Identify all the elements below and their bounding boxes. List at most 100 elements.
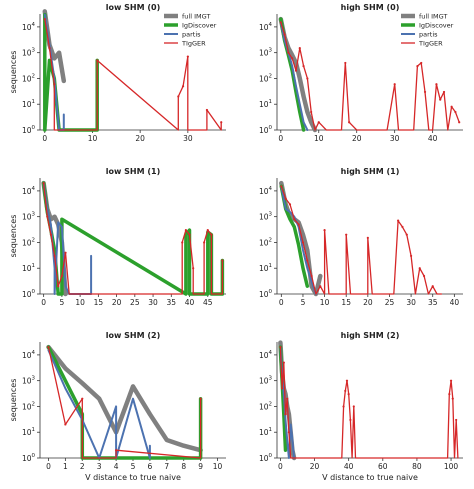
data-point bbox=[48, 47, 51, 50]
data-point bbox=[405, 233, 408, 236]
x-tick-label: 6 bbox=[148, 462, 153, 471]
y-axis-label: sequences bbox=[9, 51, 18, 94]
y-tick-label: 103 bbox=[259, 48, 273, 58]
data-point bbox=[206, 229, 209, 232]
data-point bbox=[284, 197, 287, 200]
x-tick-label: 0 bbox=[41, 298, 46, 307]
x-tick-label: 10 bbox=[88, 134, 98, 143]
y-tick-label: 103 bbox=[259, 212, 273, 222]
data-point bbox=[448, 393, 451, 396]
data-point bbox=[451, 397, 454, 400]
data-point bbox=[114, 449, 118, 452]
data-point bbox=[302, 65, 305, 68]
y-tick-label: 103 bbox=[22, 48, 36, 58]
x-tick-label: 25 bbox=[130, 298, 140, 307]
x-tick-label: 20 bbox=[363, 298, 373, 307]
legend-label: IgDiscover bbox=[182, 22, 217, 30]
chart-title: low SHM (0) bbox=[106, 3, 161, 12]
y-tick-label: 104 bbox=[259, 186, 273, 196]
series-line-tigger bbox=[279, 346, 459, 459]
legend-label: TIgGER bbox=[418, 40, 443, 48]
data-point bbox=[291, 57, 294, 60]
data-point bbox=[47, 346, 50, 349]
y-axis-label: sequences bbox=[9, 379, 18, 422]
chart-title: high SHM (1) bbox=[341, 167, 400, 176]
x-tick-label: 20 bbox=[135, 134, 145, 143]
y-tick-label: 104 bbox=[22, 186, 36, 196]
x-tick-label: 40 bbox=[344, 462, 354, 471]
legend-label: TIgGER bbox=[181, 40, 206, 48]
panel-high-shm-1: high SHM (1) 100 101 102 103 104 0 5 10 15 20 25 30 3… bbox=[259, 167, 463, 307]
x-tick-label: 0 bbox=[46, 462, 51, 471]
x-tick-label: 45 bbox=[203, 298, 213, 307]
data-point bbox=[282, 361, 285, 364]
x-tick-label: 15 bbox=[94, 298, 104, 307]
data-point bbox=[416, 65, 419, 68]
x-tick-label: 0 bbox=[278, 462, 283, 471]
data-point bbox=[280, 185, 283, 188]
y-tick-label: 100 bbox=[259, 453, 273, 463]
panel-low-shm-2: low SHM (2) 100 101 102 103 104 0 1 2 3 4 5 6 7 8 9 10 se… bbox=[9, 331, 226, 482]
series-line-partis bbox=[47, 349, 151, 459]
x-tick-label: 2 bbox=[80, 462, 85, 471]
chart-title: low SHM (1) bbox=[106, 167, 161, 176]
x-tick-label: 5 bbox=[59, 298, 64, 307]
series-line-tigger bbox=[42, 182, 224, 295]
y-tick-label: 101 bbox=[22, 99, 35, 109]
x-tick-label: 15 bbox=[341, 298, 351, 307]
data-point bbox=[177, 95, 180, 98]
series-line-full-imgt bbox=[46, 344, 203, 453]
data-point bbox=[57, 285, 60, 288]
y-tick-label: 104 bbox=[22, 350, 36, 360]
x-tick-label: 30 bbox=[406, 298, 416, 307]
y-tick-label: 101 bbox=[259, 99, 272, 109]
x-tick-label: 40 bbox=[185, 298, 195, 307]
data-point bbox=[293, 218, 296, 221]
x-tick-label: 0 bbox=[278, 134, 283, 143]
panel-high-shm-2: high SHM (2) 100 101 102 103 104 0 20 40 60 80 100 V… bbox=[259, 331, 463, 482]
x-tick-label: 10 bbox=[75, 298, 85, 307]
data-point bbox=[349, 418, 352, 422]
x-axis-label: V distance to true naive bbox=[322, 473, 418, 482]
data-point bbox=[294, 69, 298, 72]
data-point bbox=[64, 251, 67, 254]
data-point bbox=[431, 285, 434, 288]
x-tick-label: 4 bbox=[114, 462, 119, 471]
legend-label: full IMGT bbox=[182, 13, 210, 21]
x-tick-label: 9 bbox=[198, 462, 203, 471]
data-point bbox=[49, 233, 53, 236]
chart-title: low SHM (2) bbox=[106, 331, 161, 340]
data-point bbox=[192, 267, 195, 270]
data-point bbox=[347, 393, 350, 396]
panel-low-shm-1: low SHM (1) 100 101 102 103 104 0 5 10 15 20 25 30 35… bbox=[9, 167, 226, 307]
y-tick-label: 102 bbox=[259, 73, 272, 83]
data-point bbox=[344, 61, 347, 65]
data-point bbox=[450, 105, 453, 108]
x-tick-label: 0 bbox=[279, 298, 284, 307]
y-tick-label: 102 bbox=[259, 237, 272, 247]
data-point bbox=[409, 254, 413, 258]
data-point bbox=[455, 418, 458, 422]
y-tick-label: 104 bbox=[22, 22, 36, 32]
data-point bbox=[288, 203, 292, 206]
y-tick-label: 100 bbox=[22, 289, 36, 299]
x-tick-label: 0 bbox=[42, 134, 47, 143]
data-point bbox=[439, 98, 442, 101]
data-point bbox=[64, 423, 67, 426]
data-point bbox=[279, 346, 282, 349]
data-point bbox=[435, 83, 438, 86]
data-point bbox=[345, 379, 349, 382]
x-tick-label: 35 bbox=[428, 298, 438, 307]
data-point bbox=[43, 18, 46, 21]
x-tick-label: 25 bbox=[385, 298, 395, 307]
y-tick-label: 101 bbox=[22, 427, 35, 437]
data-point bbox=[423, 90, 427, 94]
data-point bbox=[286, 397, 289, 400]
x-tick-label: 35 bbox=[167, 298, 177, 307]
data-point bbox=[210, 233, 213, 236]
data-point bbox=[96, 59, 99, 62]
x-tick-label: 10 bbox=[213, 462, 223, 471]
data-point bbox=[348, 121, 351, 124]
x-tick-label: 5 bbox=[131, 462, 136, 471]
